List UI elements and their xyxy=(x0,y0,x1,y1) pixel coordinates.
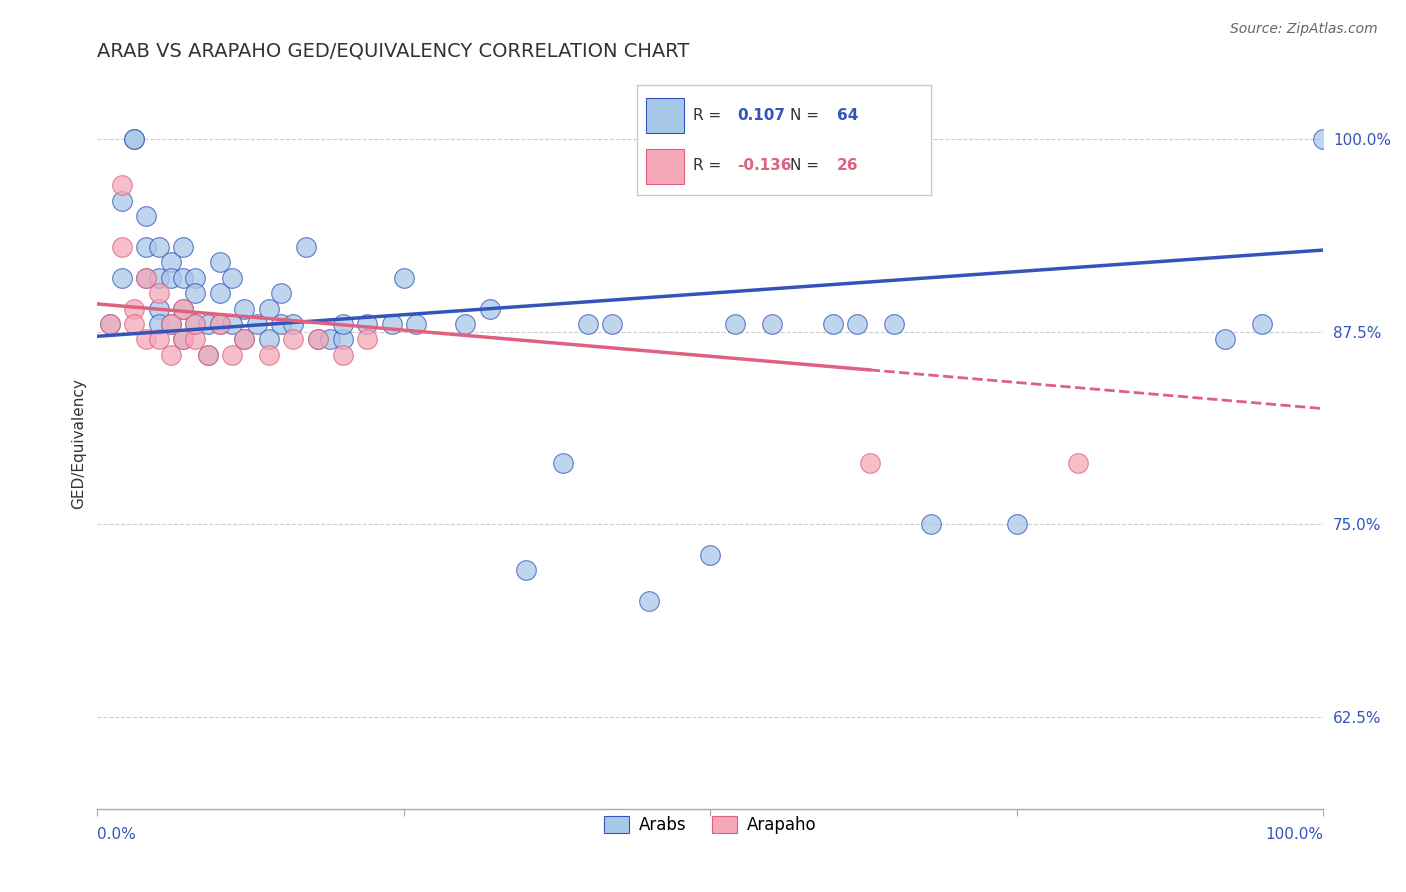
Point xyxy=(846,317,869,331)
Point xyxy=(184,270,207,285)
Point xyxy=(332,348,354,362)
Point xyxy=(135,209,157,223)
Point xyxy=(1005,517,1028,532)
Point xyxy=(160,317,183,331)
Point xyxy=(761,317,783,331)
Point xyxy=(122,301,145,316)
Point xyxy=(221,317,243,331)
Point xyxy=(699,548,721,562)
Point xyxy=(478,301,501,316)
Point xyxy=(160,255,183,269)
Y-axis label: GED/Equivalency: GED/Equivalency xyxy=(72,378,86,508)
Point xyxy=(172,332,194,346)
Point xyxy=(184,317,207,331)
Point xyxy=(208,286,231,301)
Point xyxy=(148,317,170,331)
Point xyxy=(307,332,329,346)
Point xyxy=(172,332,194,346)
Point xyxy=(221,270,243,285)
Point xyxy=(148,301,170,316)
Point xyxy=(283,332,305,346)
Point xyxy=(135,240,157,254)
Point xyxy=(172,301,194,316)
Point xyxy=(184,317,207,331)
Point xyxy=(197,348,219,362)
Point xyxy=(257,332,280,346)
Point xyxy=(148,270,170,285)
Point xyxy=(208,255,231,269)
Text: 0.0%: 0.0% xyxy=(97,828,136,842)
Point xyxy=(111,270,134,285)
Point xyxy=(1213,332,1236,346)
Point xyxy=(821,317,844,331)
Point xyxy=(1312,132,1334,146)
Point xyxy=(332,332,354,346)
Point xyxy=(98,317,121,331)
Point xyxy=(111,194,134,208)
Point xyxy=(148,332,170,346)
Point xyxy=(553,456,575,470)
Point xyxy=(724,317,747,331)
Point xyxy=(111,240,134,254)
Point xyxy=(160,317,183,331)
Point xyxy=(294,240,316,254)
Point xyxy=(233,332,256,346)
Point xyxy=(405,317,427,331)
Point xyxy=(122,132,145,146)
Legend: Arabs, Arapaho: Arabs, Arapaho xyxy=(598,809,823,841)
Point xyxy=(257,301,280,316)
Point xyxy=(319,332,342,346)
Point xyxy=(859,456,882,470)
Point xyxy=(257,348,280,362)
Point xyxy=(356,332,378,346)
Point xyxy=(135,270,157,285)
Point xyxy=(148,240,170,254)
Point xyxy=(270,317,292,331)
Point xyxy=(111,178,134,193)
Point xyxy=(184,286,207,301)
Text: 100.0%: 100.0% xyxy=(1265,828,1323,842)
Point xyxy=(576,317,599,331)
Point xyxy=(883,317,905,331)
Point xyxy=(920,517,942,532)
Point xyxy=(392,270,415,285)
Point xyxy=(122,317,145,331)
Point xyxy=(356,317,378,331)
Point xyxy=(600,317,623,331)
Point xyxy=(454,317,477,331)
Point xyxy=(233,301,256,316)
Point xyxy=(270,286,292,301)
Point xyxy=(246,317,269,331)
Point xyxy=(197,317,219,331)
Point xyxy=(135,270,157,285)
Point xyxy=(172,270,194,285)
Point xyxy=(1067,456,1090,470)
Point xyxy=(283,317,305,331)
Point xyxy=(381,317,404,331)
Point xyxy=(208,317,231,331)
Point xyxy=(172,301,194,316)
Point xyxy=(221,348,243,362)
Point xyxy=(98,317,121,331)
Point xyxy=(307,332,329,346)
Text: ARAB VS ARAPAHO GED/EQUIVALENCY CORRELATION CHART: ARAB VS ARAPAHO GED/EQUIVALENCY CORRELAT… xyxy=(97,42,690,61)
Point xyxy=(184,332,207,346)
Point xyxy=(172,240,194,254)
Point xyxy=(135,332,157,346)
Point xyxy=(1251,317,1274,331)
Point xyxy=(148,286,170,301)
Text: Source: ZipAtlas.com: Source: ZipAtlas.com xyxy=(1230,22,1378,37)
Point xyxy=(122,132,145,146)
Point xyxy=(233,332,256,346)
Point xyxy=(332,317,354,331)
Point xyxy=(197,348,219,362)
Point xyxy=(638,594,661,608)
Point xyxy=(208,317,231,331)
Point xyxy=(515,563,537,577)
Point xyxy=(160,348,183,362)
Point xyxy=(160,270,183,285)
